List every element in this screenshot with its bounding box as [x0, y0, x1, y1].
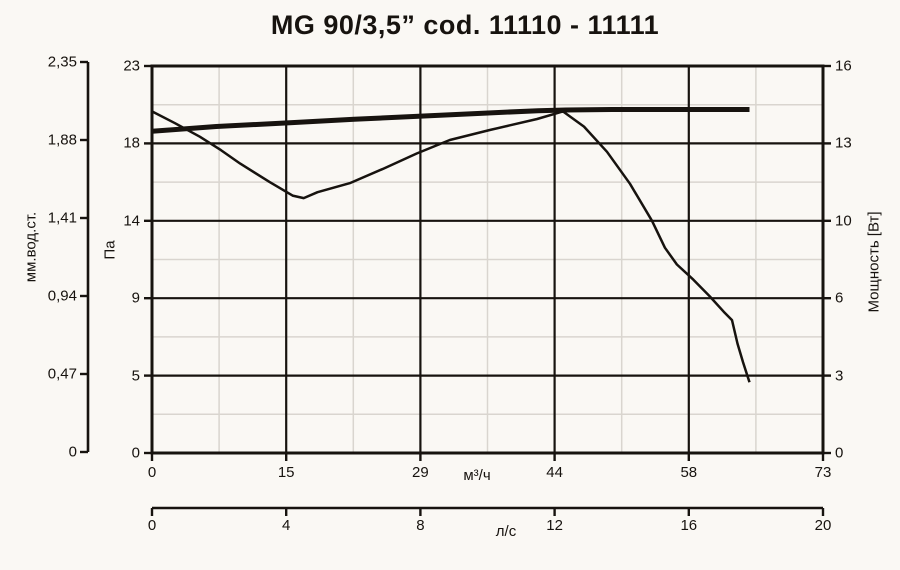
pa-tick-label: 9 — [131, 289, 140, 307]
axis-label-power: Мощность [Вт] — [865, 211, 883, 313]
pa-tick-label: 18 — [123, 134, 140, 152]
m3h-tick-label: 58 — [680, 464, 698, 481]
pressure-curve — [151, 110, 751, 383]
ls-tick-label: 16 — [680, 517, 698, 534]
axis-label-mm-vod-st: мм.вод.ст. — [22, 211, 40, 283]
pa-tick-label: 5 — [131, 367, 140, 385]
plot-border — [150, 64, 825, 455]
pa-tick-label: 23 — [123, 57, 140, 75]
mm-tick-label: 1,88 — [47, 131, 77, 149]
m3h-tick-label: 15 — [277, 464, 295, 481]
power-tick-label: 6 — [835, 289, 844, 307]
power-tick-label: 3 — [835, 367, 844, 385]
power-tick-label: 13 — [835, 134, 852, 152]
mm-tick-label: 0,94 — [47, 287, 77, 305]
mm-tick-label: 1,41 — [47, 209, 77, 227]
m3h-tick-label: 44 — [546, 464, 563, 481]
ls-tick-label: 0 — [147, 517, 157, 534]
power-curve — [151, 107, 750, 134]
ls-tick-label: 12 — [546, 517, 563, 534]
axis-label-pa: Па — [101, 240, 119, 260]
chart-title: MG 90/3,5” cod. 11110 - 11111 — [270, 10, 660, 40]
power-tick-label: 16 — [835, 57, 852, 75]
mm-tick-label: 0,47 — [47, 365, 77, 383]
ls-tick-label: 4 — [282, 517, 291, 534]
mm-tick-label: 2,35 — [47, 53, 77, 71]
m3h-tick-label: 0 — [147, 464, 157, 481]
m3h-tick-label: 29 — [412, 464, 429, 481]
ls-tick-label: 8 — [416, 517, 425, 534]
mm-tick-label: 0 — [68, 443, 77, 461]
power-tick-label: 0 — [835, 444, 844, 462]
axis-label-ls: л/с — [495, 523, 517, 540]
pa-tick-label: 14 — [123, 212, 140, 230]
power-tick-label: 10 — [835, 212, 852, 230]
axis-label-m3h: м³/ч — [463, 467, 491, 484]
m3h-tick-label: 73 — [814, 464, 832, 481]
ls-tick-label: 20 — [814, 517, 832, 534]
pa-tick-label: 0 — [131, 444, 140, 462]
